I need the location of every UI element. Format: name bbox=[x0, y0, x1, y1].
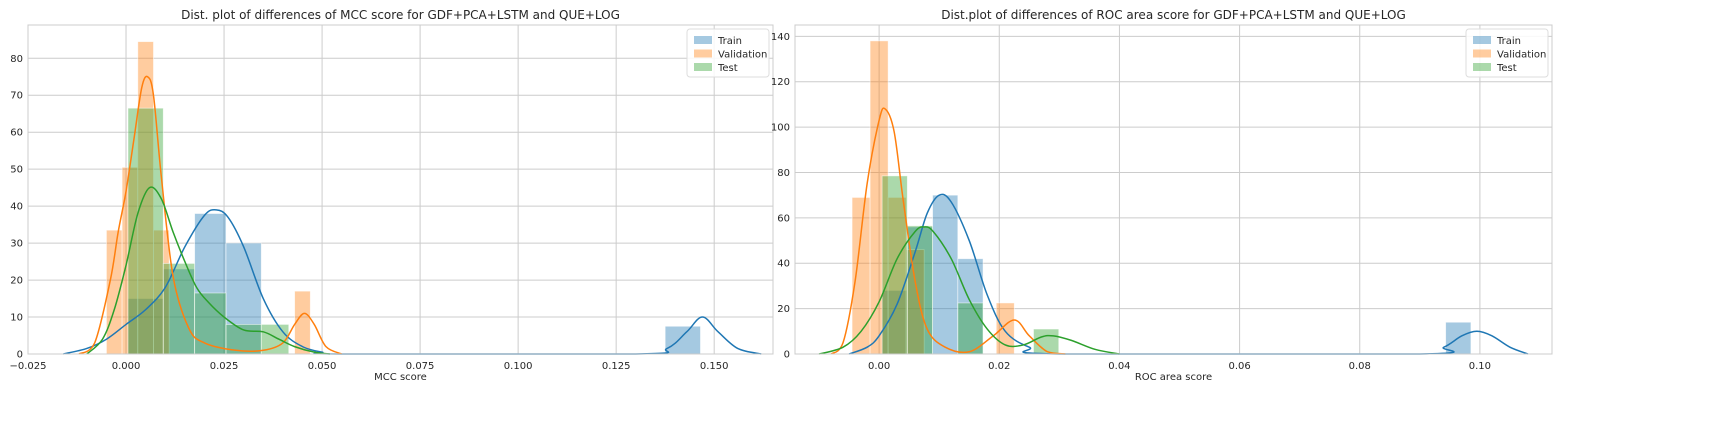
histogram-bar-test bbox=[906, 225, 933, 355]
legend-label-validation: Validation bbox=[1497, 50, 1546, 61]
y-tick-label: 120 bbox=[771, 77, 790, 88]
y-tick-label: 70 bbox=[10, 91, 23, 102]
legend-label-train: Train bbox=[1496, 36, 1521, 47]
histogram-bars bbox=[106, 41, 701, 355]
y-tick-label: 80 bbox=[777, 168, 790, 179]
legend-swatch-test bbox=[694, 63, 712, 71]
y-tick-label: 50 bbox=[10, 165, 23, 176]
histogram-bar-validation bbox=[294, 290, 311, 355]
y-tick-label: 140 bbox=[771, 32, 790, 43]
legend-swatch-test bbox=[1473, 63, 1491, 71]
kde-curve-validation bbox=[78, 75, 342, 355]
x-tick-label: 0.10 bbox=[1469, 361, 1491, 372]
axes: 0.00 0.02 0.04 0.06 0.08 0.10 0 20 40 60 80 100 120 1… bbox=[771, 24, 1553, 372]
legend-box bbox=[1465, 28, 1549, 78]
x-tick-label: 0.075 bbox=[406, 361, 435, 372]
y-tick-label: 0 bbox=[784, 350, 790, 361]
legend-swatch-train bbox=[1473, 36, 1491, 44]
axes-frame bbox=[27, 24, 774, 355]
x-tick-label: 0.025 bbox=[210, 361, 239, 372]
chart-title: Dist.plot of differences of ROC area sco… bbox=[941, 8, 1406, 22]
x-axis-label: MCC score bbox=[374, 372, 427, 383]
histogram-bar-test bbox=[1033, 328, 1060, 355]
y-tick-label: 30 bbox=[10, 239, 23, 250]
y-tick-label: 80 bbox=[10, 54, 23, 65]
legend-swatch-train bbox=[694, 36, 712, 44]
x-tick-label: 0.100 bbox=[504, 361, 533, 372]
axes: −0.025 0.000 0.025 0.050 0.075 0.100 0.125 0.15… bbox=[9, 24, 774, 372]
grid bbox=[27, 25, 773, 355]
kde-curves bbox=[818, 107, 1529, 355]
y-tick-label: 60 bbox=[10, 128, 23, 139]
y-tick-label: 100 bbox=[771, 123, 790, 134]
y-tick-label: 60 bbox=[777, 213, 790, 224]
x-tick-label: 0.02 bbox=[988, 361, 1010, 372]
kde-curve-validation bbox=[830, 107, 1066, 355]
x-tick-label: −0.025 bbox=[9, 361, 46, 372]
x-tick-label: 0.04 bbox=[1108, 361, 1130, 372]
y-tick-label: 20 bbox=[777, 304, 790, 315]
histogram-bar-train bbox=[664, 325, 701, 355]
y-tick-label: 0 bbox=[17, 350, 23, 361]
legend-swatch-validation bbox=[1473, 49, 1491, 58]
kde-curve-train bbox=[63, 208, 762, 355]
x-tick-label: 0.00 bbox=[868, 361, 890, 372]
legend-label-train: Train bbox=[717, 36, 742, 47]
legend-swatch-validation bbox=[694, 49, 712, 58]
legend-label-validation: Validation bbox=[718, 50, 767, 61]
y-tick-label: 10 bbox=[10, 313, 23, 324]
y-tick-label: 20 bbox=[10, 276, 23, 287]
x-tick-label: 0.050 bbox=[308, 361, 337, 372]
kde-curve-test bbox=[86, 186, 331, 355]
histogram-bars bbox=[851, 40, 1472, 355]
chart-title: Dist. plot of differences of MCC score f… bbox=[181, 8, 620, 22]
x-axis-label: ROC area score bbox=[1135, 372, 1212, 383]
histogram-bar-train bbox=[225, 242, 262, 355]
axes-frame bbox=[794, 24, 1553, 355]
legend: Train Validation Test bbox=[686, 28, 770, 78]
histogram-bar-test bbox=[194, 292, 227, 355]
legend-label-test: Test bbox=[1496, 63, 1517, 74]
legend-label-test: Test bbox=[717, 63, 738, 74]
x-tick-label: 0.125 bbox=[602, 361, 631, 372]
y-tick-label: 40 bbox=[777, 259, 790, 270]
histogram-bar-train bbox=[932, 194, 959, 355]
x-tick-label: 0.08 bbox=[1349, 361, 1371, 372]
x-tick-label: 0.150 bbox=[700, 361, 729, 372]
kde-curves bbox=[63, 75, 762, 355]
legend: Train Validation Test bbox=[1465, 28, 1549, 78]
y-tick-label: 40 bbox=[10, 202, 23, 213]
roc-chart: Dist.plot of differences of ROC area sco… bbox=[771, 8, 1553, 383]
kde-curve-train bbox=[848, 193, 1529, 355]
x-tick-label: 0.000 bbox=[112, 361, 141, 372]
kde-curve-test bbox=[818, 226, 1120, 355]
legend-box bbox=[686, 28, 770, 78]
x-tick-label: 0.06 bbox=[1228, 361, 1250, 372]
mcc-chart: Dist. plot of differences of MCC score f… bbox=[9, 8, 774, 383]
histogram-bar-test bbox=[162, 263, 196, 355]
histogram-bar-test bbox=[260, 324, 290, 355]
